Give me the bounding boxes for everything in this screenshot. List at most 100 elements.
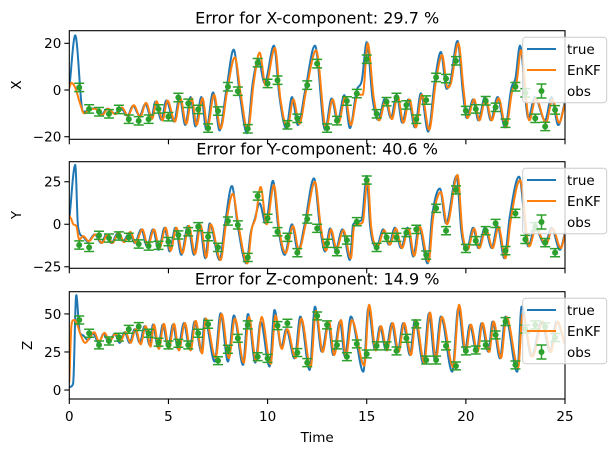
obs-marker (205, 321, 212, 328)
obs-marker (304, 359, 311, 366)
obs-marker (185, 100, 192, 107)
obs-marker (512, 83, 519, 90)
obs-marker (443, 342, 450, 349)
obs-point (331, 246, 342, 257)
obs-point (401, 100, 412, 110)
obs-point (421, 95, 432, 106)
obs-point (322, 238, 333, 249)
obs-marker (482, 341, 489, 348)
obs-point (123, 232, 134, 243)
y-tick-label: 20 (44, 36, 61, 52)
obs-marker (363, 56, 370, 63)
obs-marker (393, 94, 400, 101)
subplot-title: Error for Z-component: 14.9 % (195, 270, 440, 289)
obs-marker (115, 334, 122, 341)
obs-marker (413, 116, 420, 123)
obs-marker (492, 220, 499, 227)
plot-area (69, 294, 566, 388)
obs-marker (462, 347, 469, 354)
legend-label-true: true (567, 42, 595, 58)
obs-marker (363, 350, 370, 357)
obs-point (272, 320, 283, 331)
obs-point (232, 333, 243, 343)
obs-marker (105, 110, 112, 117)
obs-marker (343, 353, 350, 360)
obs-point (540, 237, 551, 248)
obs-marker (512, 210, 519, 217)
obs-marker (294, 115, 301, 122)
x-tick-label: 15 (358, 409, 375, 425)
obs-point (361, 175, 372, 185)
legend-frame (522, 167, 608, 235)
obs-marker (76, 317, 83, 324)
obs-point (183, 340, 194, 350)
obs-point (431, 72, 442, 83)
obs-point (143, 114, 154, 125)
legend-label-enkf: EnKF (567, 194, 601, 210)
obs-marker (244, 254, 251, 261)
obs-point (103, 108, 114, 119)
obs-point (193, 221, 204, 232)
obs-point (341, 351, 352, 362)
obs-marker (423, 357, 430, 364)
obs-marker (304, 82, 311, 89)
obs-marker (452, 362, 459, 369)
obs-point (94, 340, 105, 350)
obs-marker (175, 231, 182, 238)
obs-point (401, 227, 412, 238)
obs-marker (413, 226, 420, 233)
obs-point (381, 341, 392, 351)
obs-point (242, 123, 253, 134)
obs-point (371, 242, 382, 253)
obs-marker (472, 346, 479, 353)
obs-point (153, 103, 164, 114)
obs-point (431, 355, 442, 365)
obs-marker (274, 322, 281, 329)
y-axis-label: X (9, 80, 25, 89)
y-axis-label: Z (20, 341, 36, 350)
obs-point (480, 95, 491, 106)
obs-marker (224, 346, 231, 353)
obs-point (371, 341, 382, 351)
legend-frame (522, 297, 608, 365)
legend-label-obs: obs (567, 215, 591, 231)
obs-marker (185, 341, 192, 348)
obs-marker (234, 335, 241, 342)
obs-point (302, 80, 313, 91)
y-tick-label: 0 (53, 83, 62, 99)
obs-point (490, 218, 501, 229)
obs-point (450, 185, 461, 195)
obs-point (94, 106, 105, 117)
obs-marker (165, 238, 172, 245)
obs-marker (353, 218, 360, 225)
obs-point (123, 324, 134, 335)
obs-marker (125, 116, 132, 123)
obs-marker (324, 240, 331, 247)
obs-marker (105, 235, 112, 242)
obs-marker (502, 120, 509, 127)
obs-marker (452, 57, 459, 64)
obs-marker (165, 341, 172, 348)
obs-marker (403, 101, 410, 108)
obs-point (292, 113, 303, 124)
obs-point (74, 240, 85, 250)
obs-marker (224, 218, 231, 225)
obs-point (540, 121, 551, 132)
obs-marker (304, 215, 311, 222)
obs-marker (482, 97, 489, 104)
legend: true EnKF obs (522, 36, 608, 104)
obs-point (490, 102, 501, 113)
legend-label-enkf: EnKF (567, 63, 601, 79)
obs-point (183, 226, 194, 237)
obs-point (470, 345, 481, 355)
obs-marker (195, 223, 202, 230)
obs-point (74, 315, 85, 325)
obs-point (391, 346, 402, 356)
obs-marker (383, 342, 390, 349)
obs-point (103, 233, 114, 243)
obs-point (361, 349, 372, 359)
obs-point (480, 225, 491, 236)
obs-marker (314, 60, 321, 67)
